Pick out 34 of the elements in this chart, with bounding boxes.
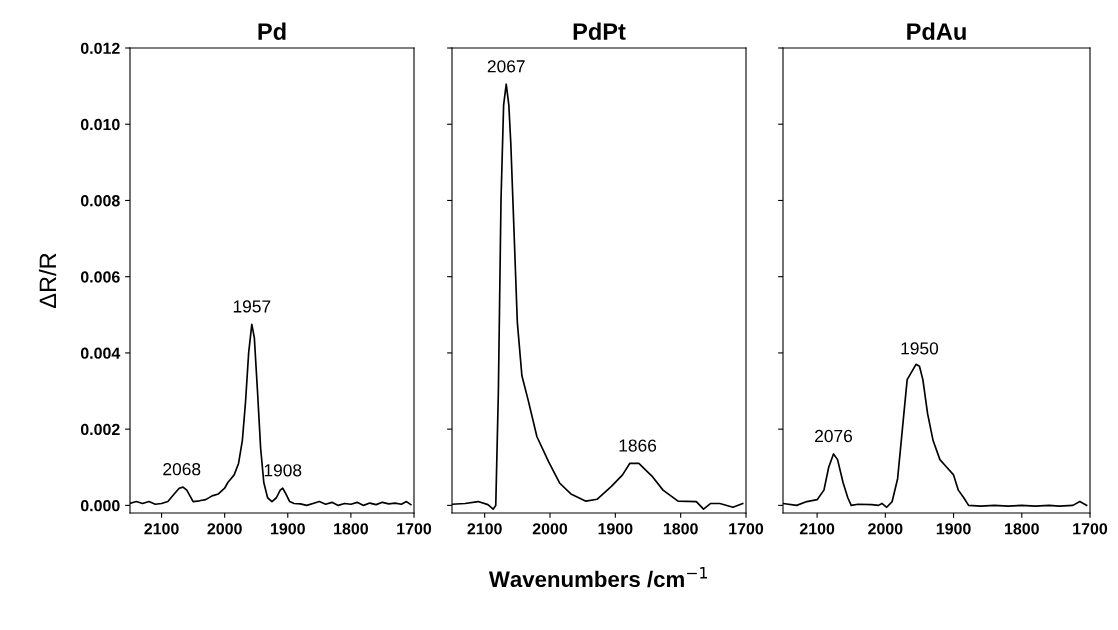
- y-axis-title: ΔR/R: [38, 253, 57, 309]
- annotation: 2067: [487, 60, 525, 73]
- x-tick-label: 2000: [207, 523, 242, 535]
- annotation: 1866: [619, 439, 657, 452]
- annotation: 1957: [233, 300, 271, 313]
- annotation: 1908: [264, 464, 302, 477]
- x-tick-label: 1800: [663, 523, 698, 535]
- y-tick-label: 0.012: [80, 42, 120, 54]
- x-tick-label: 2100: [144, 523, 179, 535]
- x-tick-label: 2000: [532, 523, 568, 535]
- x-tick-label: 1700: [397, 523, 432, 535]
- annotation: 2076: [815, 429, 853, 443]
- annotation: 2068: [163, 463, 201, 476]
- x-tick-label: 1700: [1073, 523, 1108, 535]
- y-tick-label: 0.010: [80, 118, 120, 131]
- y-tick-label: 0.004: [80, 347, 121, 359]
- annotation: 1950: [901, 342, 939, 355]
- y-tick-label: 0.000: [80, 500, 120, 512]
- x-tick-label: 2100: [799, 523, 835, 535]
- x-tick-label: 2100: [467, 523, 502, 535]
- chart-title: PdPt: [573, 22, 626, 40]
- x-tick-label: 1900: [936, 523, 971, 535]
- y-tick-label: 0.006: [80, 271, 120, 283]
- x-tick-label: 2000: [868, 523, 903, 535]
- x-tick-label: 1800: [1005, 523, 1039, 535]
- x-axis-title: Wavenumbers /cm$^{−1}$: [488, 567, 707, 588]
- chart-title: Pd: [258, 22, 286, 40]
- y-tick-label: 0.008: [80, 195, 120, 207]
- x-tick-label: 1900: [598, 523, 633, 535]
- y-tick-label: 0.002: [80, 423, 120, 436]
- x-tick-label: 1800: [334, 523, 368, 535]
- x-tick-label: 1900: [271, 523, 305, 535]
- chart-title: PdAu: [907, 22, 966, 40]
- x-tick-label: 1700: [729, 523, 764, 535]
